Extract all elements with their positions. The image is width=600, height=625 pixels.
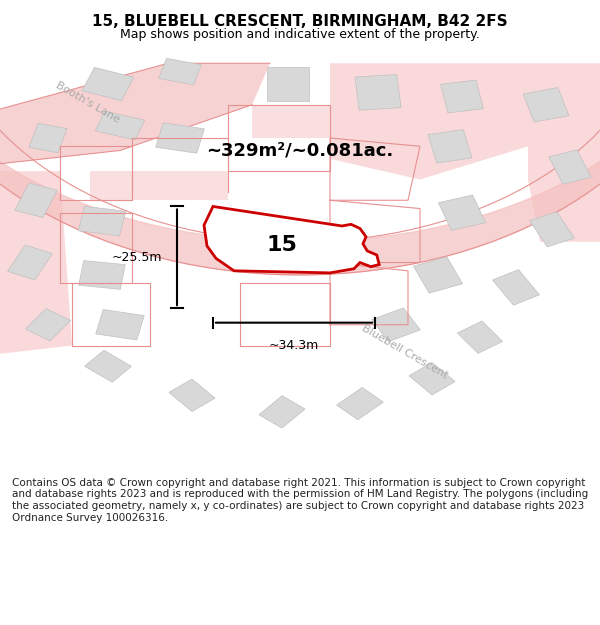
Polygon shape [549,150,591,184]
Polygon shape [267,68,309,101]
Polygon shape [29,123,67,152]
Text: Contains OS data © Crown copyright and database right 2021. This information is : Contains OS data © Crown copyright and d… [12,478,588,522]
Text: ~25.5m: ~25.5m [112,251,162,264]
Polygon shape [0,63,270,167]
Polygon shape [156,122,204,153]
Polygon shape [409,362,455,395]
Text: ~34.3m: ~34.3m [269,339,319,352]
Polygon shape [15,183,57,218]
Polygon shape [90,171,228,200]
Polygon shape [8,245,52,280]
Polygon shape [169,379,215,411]
Polygon shape [252,105,330,138]
Polygon shape [428,129,472,163]
Text: Bluebell Crescent: Bluebell Crescent [360,323,449,381]
Polygon shape [493,269,539,305]
Polygon shape [25,309,71,341]
Text: 15: 15 [266,234,298,254]
Polygon shape [82,68,134,101]
Polygon shape [78,206,126,236]
Polygon shape [530,212,574,247]
Polygon shape [371,308,421,342]
Polygon shape [79,261,125,289]
Polygon shape [355,74,401,110]
Polygon shape [528,63,600,242]
Polygon shape [0,171,72,354]
Polygon shape [413,257,463,293]
Polygon shape [85,350,131,382]
Polygon shape [457,321,503,353]
Text: 15, BLUEBELL CRESCENT, BIRMINGHAM, B42 2FS: 15, BLUEBELL CRESCENT, BIRMINGHAM, B42 2… [92,14,508,29]
Polygon shape [330,63,528,179]
Polygon shape [440,80,484,113]
Text: Booth's Lane: Booth's Lane [54,81,121,125]
Polygon shape [96,309,144,340]
Polygon shape [337,388,383,420]
Polygon shape [204,206,379,273]
Polygon shape [439,195,485,231]
Polygon shape [523,88,569,122]
Polygon shape [159,58,201,85]
Polygon shape [259,396,305,428]
Text: ~329m²/~0.081ac.: ~329m²/~0.081ac. [206,141,394,159]
Text: Map shows position and indicative extent of the property.: Map shows position and indicative extent… [120,28,480,41]
Polygon shape [95,111,145,140]
